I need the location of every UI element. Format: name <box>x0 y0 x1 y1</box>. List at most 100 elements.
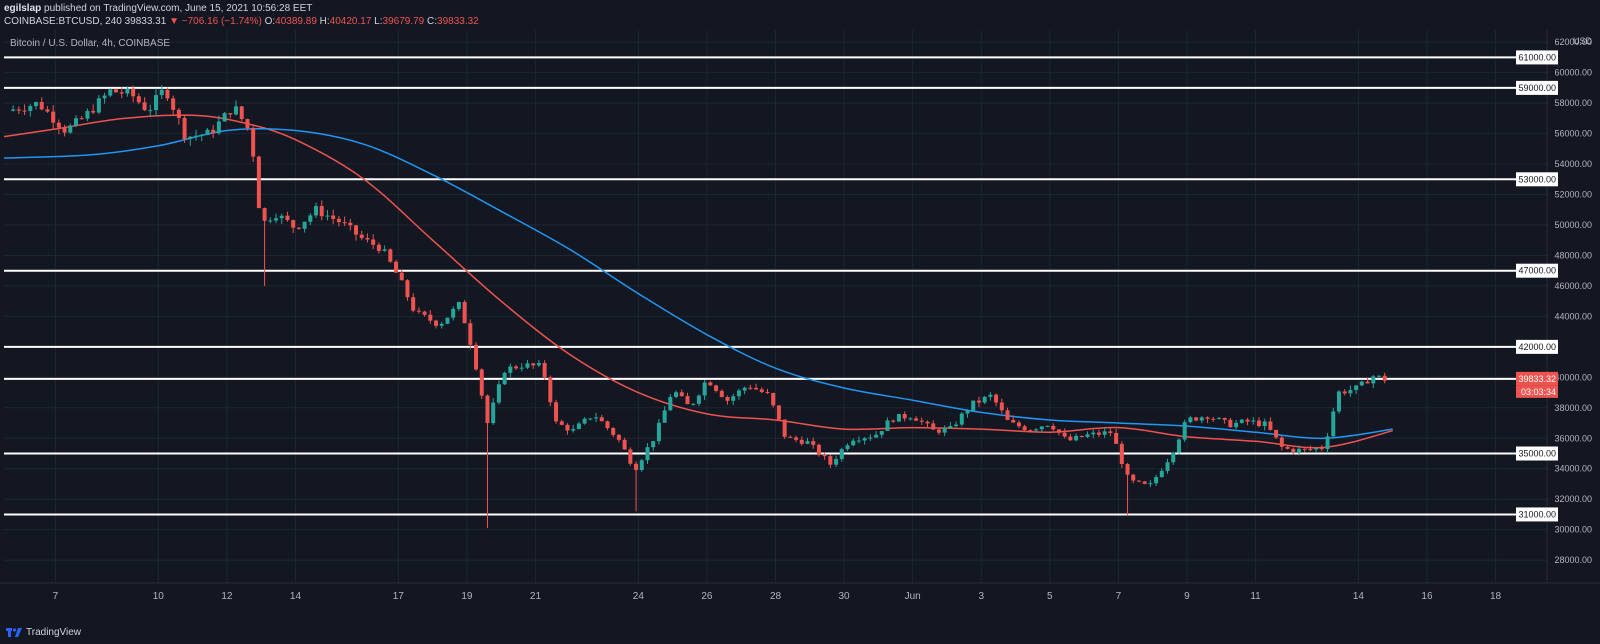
candle-down <box>891 420 896 422</box>
candle-up <box>1331 411 1336 437</box>
candle-down <box>22 110 27 112</box>
candle-up <box>525 363 530 368</box>
level-tag-bg <box>1516 446 1558 461</box>
candle-down <box>428 314 433 321</box>
price-tick-label: 40000.00 <box>1554 372 1592 382</box>
candle-down <box>296 227 301 229</box>
candle-up <box>1039 426 1044 430</box>
candle-down <box>211 129 216 134</box>
candle-up <box>102 95 107 99</box>
candle-up <box>742 387 747 391</box>
candle-up <box>1045 425 1050 427</box>
price-tick-label: 32000.00 <box>1554 494 1592 504</box>
candle-down <box>1205 417 1210 419</box>
candle-down <box>1308 449 1313 451</box>
candle-up <box>1359 381 1364 386</box>
candle-up <box>845 445 850 450</box>
time-tick-label: 14 <box>290 591 302 602</box>
price-axis[interactable]: 28000.00 30000.00 32000.00 34000.00 36000.00… <box>1554 37 1592 565</box>
candle-down <box>342 222 347 224</box>
candle-up <box>839 449 844 460</box>
candle-up <box>736 390 741 397</box>
chart-title: Bitcoin / U.S. Dollar, 4h, COINBASE <box>10 38 170 49</box>
candle-down <box>39 102 44 110</box>
low-label: L: <box>374 16 383 27</box>
author-name[interactable]: egilslap <box>4 3 42 14</box>
candle-up <box>942 427 947 433</box>
publish-info: egilslap published on TradingView.com, J… <box>4 3 312 14</box>
candle-up <box>1171 452 1176 463</box>
horizontal-levels[interactable] <box>4 56 1547 516</box>
high-label: H: <box>319 16 330 27</box>
low-value: 39679.79 <box>382 16 425 27</box>
candle-up <box>639 460 644 470</box>
candle-down <box>565 424 570 431</box>
candle-down <box>434 320 439 326</box>
candle-up <box>205 129 210 135</box>
candle-down <box>794 437 799 440</box>
candle-down <box>182 117 187 139</box>
candle-down <box>239 106 244 120</box>
currency-label: USD <box>1573 36 1593 46</box>
candle-up <box>1085 434 1090 438</box>
candle-down <box>1096 432 1101 435</box>
candle-down <box>685 396 690 405</box>
candle-down <box>1136 480 1141 482</box>
grid-lines <box>4 30 1547 583</box>
candle-up <box>651 441 656 448</box>
ma-fast-line <box>3 114 1393 449</box>
time-tick-label: 9 <box>1184 591 1190 602</box>
candle-down <box>994 394 999 403</box>
candle-down <box>62 127 67 133</box>
chart-area[interactable]: Bitcoin / U.S. Dollar, 4h, COINBASE USD … <box>0 30 1600 620</box>
candle-up <box>279 215 284 219</box>
candle-down <box>291 220 296 228</box>
candle-down <box>554 402 559 422</box>
candle-down <box>1302 448 1307 450</box>
candle-down <box>714 385 719 391</box>
price-tick-label: 30000.00 <box>1554 525 1592 535</box>
candle-up <box>582 418 587 424</box>
price-tick-label: 56000.00 <box>1554 129 1592 139</box>
candle-down <box>336 218 341 223</box>
candle-down <box>1016 422 1021 427</box>
candle-down <box>1245 419 1250 422</box>
candle-down <box>976 400 981 403</box>
level-tag-bg <box>1516 172 1558 187</box>
candle-up <box>519 367 524 369</box>
candle-up <box>11 109 16 111</box>
candle-down <box>251 128 256 157</box>
candle-down <box>371 239 376 245</box>
level-tag-bg <box>1516 263 1558 278</box>
level-tag-text: 47000.00 <box>1518 266 1556 276</box>
candle-up <box>971 400 976 411</box>
candle-up <box>576 423 581 429</box>
candle-down <box>285 215 290 221</box>
candle-down <box>354 225 359 235</box>
tradingview-logo[interactable]: TradingView <box>6 625 81 639</box>
candle-down <box>776 405 781 420</box>
candle-down <box>1319 448 1324 450</box>
candle-down <box>1256 420 1261 427</box>
candle-down <box>1005 410 1010 420</box>
candle-up <box>702 382 707 396</box>
candle-up <box>451 308 456 318</box>
candle-up <box>674 392 679 397</box>
candle-up <box>28 106 33 111</box>
candle-down <box>422 311 427 315</box>
candle-down <box>114 89 119 93</box>
candle-up <box>1182 422 1187 440</box>
candle-up <box>536 362 541 366</box>
time-axis[interactable]: 7 10 12 14 17 19 21 24 26 28 30 Jun 3 5 7 9 11 14 16 18 <box>53 591 1502 602</box>
price-chart[interactable]: Bitcoin / U.S. Dollar, 4h, COINBASE USD … <box>0 30 1600 620</box>
level-tag-bg <box>1516 80 1558 95</box>
high-value: 40420.17 <box>329 16 372 27</box>
candle-down <box>788 436 793 438</box>
candle-down <box>348 222 353 226</box>
candle-up <box>108 89 113 96</box>
candle-down <box>176 109 181 118</box>
candle-down <box>245 119 250 129</box>
candle-down <box>605 421 610 429</box>
tradingview-brand: TradingView <box>26 626 82 638</box>
candle-up <box>954 424 959 427</box>
